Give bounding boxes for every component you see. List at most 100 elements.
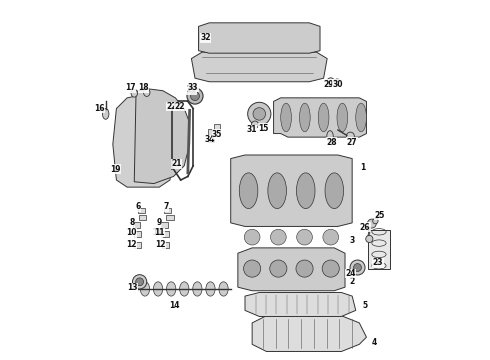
Ellipse shape [140,282,149,296]
Text: 27: 27 [347,138,358,147]
Text: 26: 26 [360,222,370,231]
Bar [208,130,214,142]
Ellipse shape [327,78,335,86]
Bar [162,242,169,248]
Text: 16: 16 [94,104,104,113]
Ellipse shape [354,264,362,271]
Ellipse shape [153,282,163,296]
Text: 33: 33 [188,83,198,92]
Ellipse shape [327,131,333,141]
Ellipse shape [368,219,376,228]
Bar [164,207,171,213]
Bar [134,231,142,237]
Ellipse shape [244,260,261,277]
Ellipse shape [322,260,339,277]
Ellipse shape [247,102,271,126]
Polygon shape [231,155,352,226]
Ellipse shape [191,91,199,100]
Polygon shape [134,89,190,184]
Ellipse shape [132,275,147,289]
Bar [167,215,173,220]
Text: 15: 15 [258,124,269,133]
Bar [368,230,390,269]
Text: 30: 30 [333,80,343,89]
Ellipse shape [296,229,313,245]
Ellipse shape [219,282,228,296]
Ellipse shape [350,260,365,275]
Bar [139,215,147,220]
Polygon shape [238,248,345,291]
Text: 6: 6 [135,202,141,211]
Ellipse shape [239,173,258,208]
Text: 2: 2 [349,277,355,286]
Bar [215,124,220,136]
Text: 35: 35 [212,130,222,139]
Text: 14: 14 [169,301,179,310]
Ellipse shape [373,219,378,224]
Text: 12: 12 [126,240,137,249]
Ellipse shape [167,282,176,296]
Text: 31: 31 [246,126,257,135]
Ellipse shape [245,229,260,245]
Text: 18: 18 [138,83,149,92]
Text: 4: 4 [372,338,377,347]
Ellipse shape [299,103,310,132]
Ellipse shape [206,282,215,296]
Ellipse shape [193,282,202,296]
Ellipse shape [325,173,343,208]
Polygon shape [252,316,367,351]
Ellipse shape [180,282,189,296]
Bar [133,222,140,228]
Bar [161,231,169,237]
Ellipse shape [337,103,348,132]
Text: 28: 28 [326,138,337,147]
Text: 24: 24 [345,269,356,278]
Ellipse shape [296,260,313,277]
Text: 5: 5 [363,301,368,310]
Text: 13: 13 [127,283,138,292]
Ellipse shape [323,229,339,245]
Ellipse shape [253,108,266,120]
Ellipse shape [281,103,292,132]
Text: 32: 32 [200,33,211,42]
Ellipse shape [366,235,373,243]
Text: 23: 23 [372,258,383,267]
Ellipse shape [356,103,367,132]
Ellipse shape [296,173,315,208]
Ellipse shape [136,278,144,286]
Text: 29: 29 [323,80,334,89]
Text: 7: 7 [163,202,169,211]
Ellipse shape [334,79,340,85]
Text: 10: 10 [126,228,137,237]
Ellipse shape [102,109,109,119]
Text: 3: 3 [349,236,355,245]
Polygon shape [192,52,327,82]
Text: 1: 1 [360,163,366,172]
Ellipse shape [346,132,354,140]
Text: 12: 12 [155,240,165,249]
Bar [134,242,142,248]
Text: 22: 22 [167,102,177,111]
Polygon shape [113,94,173,187]
Bar [161,222,168,228]
Bar [138,207,145,213]
Text: 11: 11 [152,228,163,237]
Ellipse shape [268,173,287,208]
Text: 20: 20 [186,85,196,94]
Text: 25: 25 [375,211,385,220]
Text: 21: 21 [171,159,182,168]
Polygon shape [245,293,356,316]
Polygon shape [198,23,320,53]
Ellipse shape [131,89,138,97]
Text: 19: 19 [110,165,121,174]
Ellipse shape [270,229,286,245]
Text: 8: 8 [129,219,134,228]
Ellipse shape [251,121,259,128]
Text: 17: 17 [124,83,135,92]
Text: 22: 22 [175,102,185,111]
Ellipse shape [187,88,203,104]
Text: 34: 34 [204,135,215,144]
Text: 11: 11 [154,228,165,237]
Polygon shape [273,98,367,137]
Ellipse shape [144,89,150,96]
